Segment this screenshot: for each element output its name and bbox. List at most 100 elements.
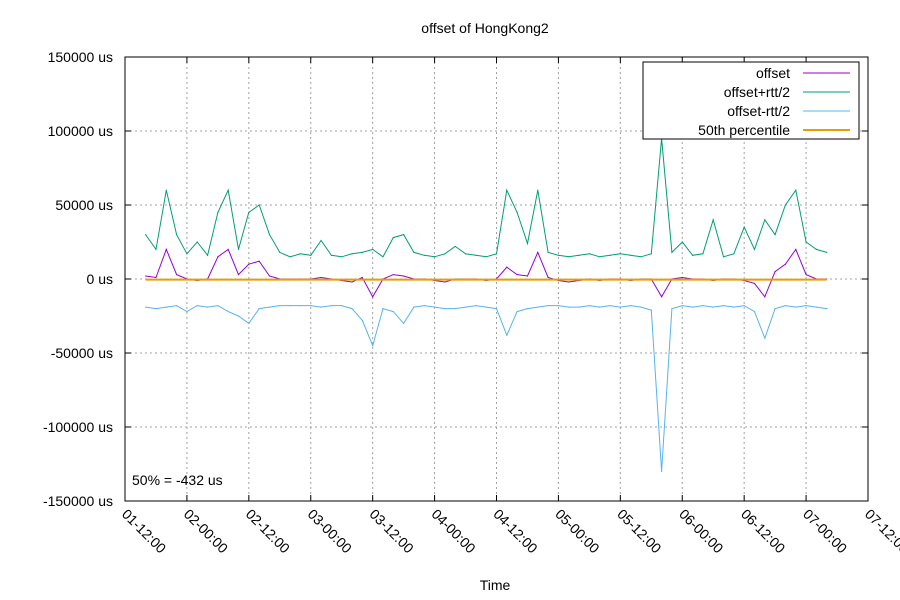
series-offset-rtt-2-point xyxy=(506,334,508,336)
series-offset-rtt-2-point xyxy=(640,306,642,308)
series-offset-rtt-2-point xyxy=(382,308,384,310)
y-tick-label: -150000 us xyxy=(43,493,113,509)
series-offset-rtt-2-point xyxy=(609,305,611,307)
series-offset-rtt-2-point xyxy=(433,306,436,308)
series-offset-rtt-2-point xyxy=(310,254,312,256)
series-offset-rtt-2-point xyxy=(175,234,178,236)
median-annotation: 50% = -432 us xyxy=(132,472,223,488)
series-offset-rtt-2-point xyxy=(557,254,560,256)
series-offset-rtt-2-point xyxy=(444,308,446,310)
series-offset-rtt-2-point xyxy=(299,305,302,307)
series-offset-point xyxy=(444,281,446,283)
series-offset-point xyxy=(155,276,157,279)
series-offset-rtt-2-point xyxy=(495,253,498,255)
series-offset-point xyxy=(351,281,353,283)
series-offset-rtt-2-point xyxy=(712,219,714,221)
series-offset-rtt-2-point xyxy=(826,308,828,310)
series-offset-rtt-2-point xyxy=(609,254,611,256)
series-offset-rtt-2-point xyxy=(361,251,363,253)
series-offset-point xyxy=(145,275,147,277)
series-offset-rtt-2-point xyxy=(578,254,580,256)
series-offset-point xyxy=(506,266,508,268)
series-offset-rtt-2-point xyxy=(578,306,580,308)
series-offset-rtt-2-point xyxy=(784,204,787,206)
series-offset-rtt-2-point xyxy=(268,306,271,308)
series-offset-rtt-2-point xyxy=(413,306,415,308)
series-offset-rtt-2-point xyxy=(547,251,549,253)
series-offset-rtt-2-point xyxy=(423,254,425,256)
legend-label: offset+rtt/2 xyxy=(724,84,790,100)
series-offset-rtt-2-point xyxy=(753,248,756,250)
series-offset-rtt-2-point xyxy=(526,242,529,245)
series-offset-rtt-2-point xyxy=(206,254,209,256)
x-tick-label: 05-12:00 xyxy=(614,506,665,557)
series-offset-rtt-2-point xyxy=(392,236,394,239)
series-offset-rtt-2-point xyxy=(341,256,343,258)
series-offset-rtt-2-point xyxy=(640,256,642,258)
series-offset-rtt-2-point xyxy=(568,306,570,308)
series-offset-rtt-2-point xyxy=(630,305,632,307)
series-offset-rtt-2-point xyxy=(516,310,518,313)
series-offset-rtt-2-point xyxy=(186,310,188,313)
series-offset-point xyxy=(784,263,787,265)
series-offset-point xyxy=(175,273,178,276)
series-offset-rtt-2-point xyxy=(444,253,446,255)
series-offset-rtt-2-point xyxy=(475,305,477,307)
series-offset-rtt-2-point xyxy=(815,306,818,308)
series-offset-rtt-2-point xyxy=(268,234,271,236)
series-offset-rtt-2-point xyxy=(691,254,694,256)
series-offset-point xyxy=(753,282,756,285)
series-offset-rtt-2-point xyxy=(217,305,219,307)
series-offset-rtt-2-line xyxy=(145,138,827,258)
series-offset-point xyxy=(526,275,529,277)
series-offset-rtt-2-point xyxy=(568,256,570,258)
series-offset-rtt-2-point xyxy=(650,309,652,311)
series-offset-rtt-2-point xyxy=(815,248,818,250)
y-tick-label: 150000 us xyxy=(48,49,113,65)
series-offset-rtt-2-point xyxy=(237,315,240,317)
x-tick-label: 02-00:00 xyxy=(181,506,232,557)
series-offset-point xyxy=(537,251,539,253)
x-tick-label: 03-12:00 xyxy=(367,506,418,557)
series-offset-rtt-2-point xyxy=(351,253,353,255)
series-offset-point xyxy=(681,276,683,279)
series-offset-rtt-2-point xyxy=(186,253,188,255)
series-offset-rtt-2-point xyxy=(702,305,704,307)
series-offset-rtt-2-point xyxy=(289,305,291,307)
series-offset-rtt-2-point xyxy=(485,306,487,308)
series-offset-rtt-2-point xyxy=(361,319,363,322)
series-offset-rtt-2-point xyxy=(774,234,776,236)
series-offset-rtt-2-point xyxy=(661,470,663,472)
series-offset-point xyxy=(361,276,363,279)
chart-title: offset of HongKong2 xyxy=(421,20,549,36)
y-tick-label: -100000 us xyxy=(43,419,113,435)
series-offset-rtt-2-point xyxy=(206,306,209,308)
series-offset-rtt-2-point xyxy=(753,310,756,313)
series-offset-rtt-2-point xyxy=(805,241,807,243)
series-offset-rtt-2-point xyxy=(299,253,302,255)
series-offset-rtt-2-point xyxy=(155,248,157,250)
series-offset-point xyxy=(392,273,394,276)
series-offset-rtt-2-point xyxy=(248,322,250,324)
series-offset-rtt-2-point xyxy=(248,211,250,213)
series-offset-rtt-2-point xyxy=(557,305,560,307)
series-offset-rtt-2-point xyxy=(227,189,229,191)
series-offset-rtt-2-point xyxy=(454,245,456,248)
series-offset-rtt-2-point xyxy=(733,306,735,308)
series-offset-rtt-2-point xyxy=(630,254,632,256)
series-offset-rtt-2-point xyxy=(722,305,725,307)
x-tick-label: 07-00:00 xyxy=(800,506,851,557)
series-offset-rtt-2-point xyxy=(330,254,332,256)
series-offset-rtt-2-point xyxy=(691,306,694,308)
series-offset-point xyxy=(248,263,250,265)
series-offset-rtt-2-point xyxy=(279,251,281,253)
series-offset-rtt-2-point xyxy=(764,219,766,221)
series-offset-rtt-2-point xyxy=(464,306,467,308)
legend-label: offset xyxy=(756,65,790,81)
series-offset-rtt-2-point xyxy=(475,254,477,256)
series-offset-rtt-2-point xyxy=(588,253,590,255)
series-offset-rtt-2-point xyxy=(599,306,601,308)
x-tick-label: 04-12:00 xyxy=(490,506,541,557)
series-offset-rtt-2-point xyxy=(258,204,260,206)
x-tick-label: 06-00:00 xyxy=(676,506,727,557)
